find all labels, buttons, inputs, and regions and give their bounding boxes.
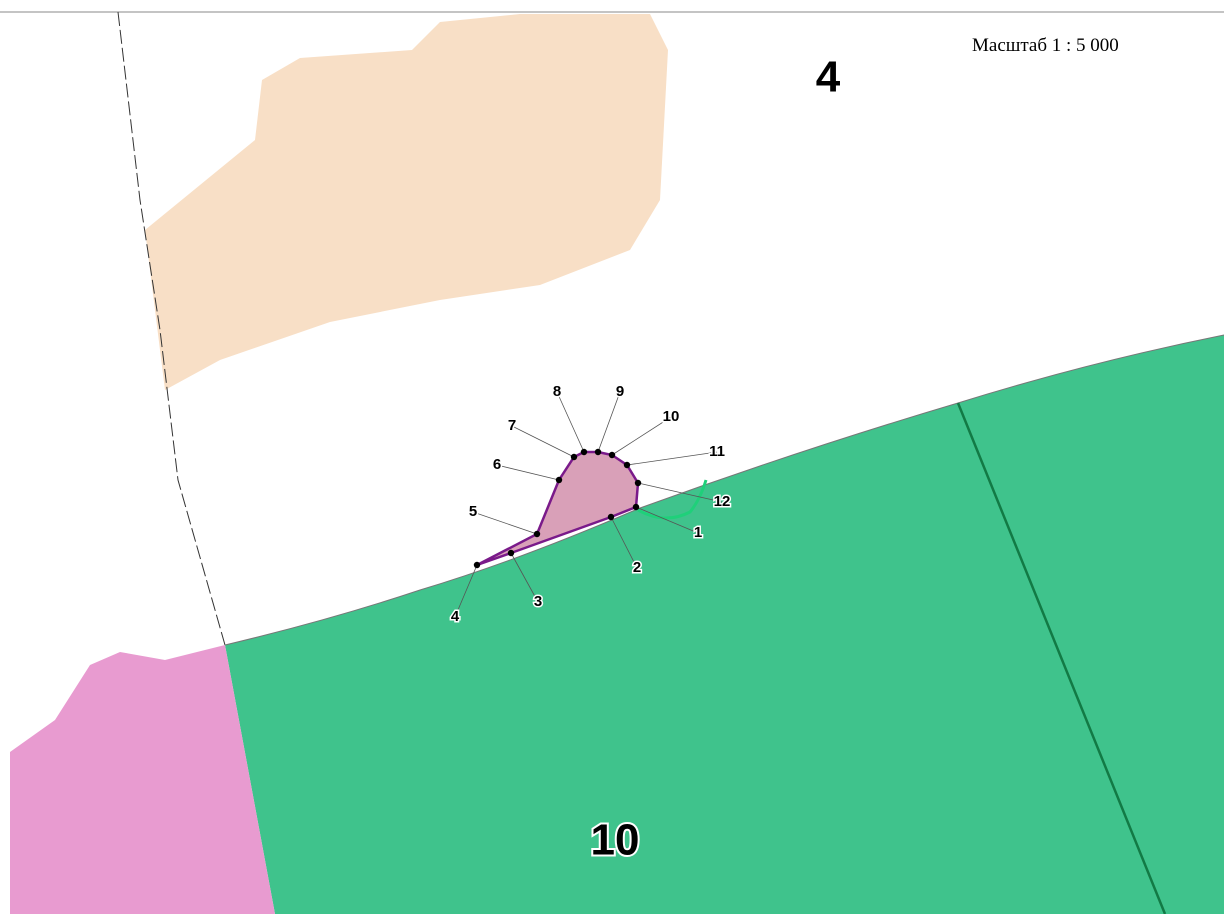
vertex bbox=[555, 476, 563, 484]
vertex bbox=[533, 530, 541, 538]
point-label: 12 bbox=[714, 493, 731, 510]
vertex bbox=[507, 549, 515, 557]
point-label: 6 bbox=[493, 456, 501, 473]
dark-green-line bbox=[956, 402, 1167, 914]
leader-line bbox=[511, 425, 575, 458]
point-label: 7 bbox=[508, 417, 516, 434]
leader-line bbox=[637, 482, 723, 503]
green-area bbox=[225, 335, 1224, 914]
leader-line bbox=[496, 464, 560, 481]
leader-line bbox=[556, 391, 585, 453]
point-label: 8 bbox=[553, 383, 561, 400]
leader-line bbox=[611, 416, 672, 456]
leader-line bbox=[626, 451, 718, 466]
vertex bbox=[580, 448, 588, 456]
parcel-label: 4 bbox=[816, 53, 841, 102]
point-label: 5 bbox=[469, 503, 477, 520]
point-label: 2 bbox=[633, 559, 641, 576]
point-label: 9 bbox=[616, 383, 624, 400]
orange-area bbox=[145, 14, 668, 390]
pink-area bbox=[10, 645, 275, 914]
point-label: 4 bbox=[451, 608, 460, 625]
boundary-line bbox=[224, 334, 1224, 646]
vertex bbox=[473, 561, 481, 569]
vertex bbox=[594, 448, 602, 456]
point-label: 10 bbox=[663, 408, 680, 425]
vertex bbox=[570, 453, 578, 461]
leader-line bbox=[472, 511, 538, 535]
vertex bbox=[634, 479, 642, 487]
parcel-label: 10 bbox=[591, 816, 640, 865]
leader-line bbox=[635, 506, 699, 534]
vertex bbox=[623, 461, 631, 469]
point-label: 3 bbox=[534, 593, 542, 610]
vertex bbox=[632, 503, 640, 511]
leader-line bbox=[454, 564, 478, 618]
green-arc bbox=[637, 479, 708, 520]
vertex bbox=[607, 513, 615, 521]
scale-label: Масштаб 1 : 5 000 bbox=[972, 35, 1119, 56]
point-label: 1 bbox=[694, 524, 702, 541]
point-label: 11 bbox=[709, 443, 725, 460]
leader-line bbox=[597, 391, 621, 453]
vertex bbox=[608, 451, 616, 459]
dashed-boundary bbox=[117, 11, 226, 646]
leader-line bbox=[510, 552, 539, 603]
leader-line bbox=[610, 516, 638, 569]
